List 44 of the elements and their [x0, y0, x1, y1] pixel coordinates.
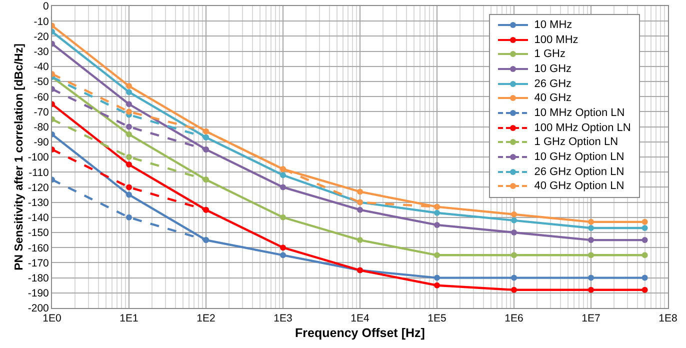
x-tick-label: 1E3	[274, 312, 292, 325]
y-tick-label: -150	[28, 227, 50, 240]
legend-label: 1 GHz	[534, 48, 566, 60]
y-tick-label: -110	[28, 166, 50, 179]
legend-label: 10 GHz	[534, 62, 572, 75]
legend-label: 10 MHz Option LN	[534, 107, 625, 120]
legend-label: 40 GHz Option LN	[534, 180, 624, 192]
y-tick-label: -60	[34, 91, 50, 104]
y-tick-label: -90	[34, 136, 50, 149]
y-tick-label: -70	[34, 106, 50, 118]
y-tick-label: 0	[43, 0, 50, 13]
x-tick-label: 1E5	[428, 312, 446, 325]
y-tick-label: -120	[28, 182, 50, 194]
y-tick-label: -80	[34, 121, 50, 134]
x-tick-label: 1E0	[42, 312, 62, 325]
y-tick-label: -180	[28, 272, 50, 284]
y-tick-label: -200	[28, 302, 50, 315]
x-tick-label: 1E7	[582, 312, 600, 325]
y-tick-label: -20	[34, 30, 50, 43]
y-tick-label: -190	[28, 288, 50, 300]
legend-label: 40 GHz	[534, 92, 572, 104]
x-tick-label: 1E8	[658, 312, 678, 325]
legend-label: 100 MHz Option LN	[534, 122, 631, 134]
legend-label: 100 MHz	[534, 34, 578, 46]
legend-label: 10 MHz	[534, 18, 572, 31]
x-tick-label: 1E2	[196, 312, 216, 325]
y-tick-label: -160	[28, 242, 50, 254]
y-tick-label: -130	[28, 196, 50, 209]
y-tick-label: -40	[34, 61, 50, 74]
x-tick-label: 1E6	[504, 312, 524, 325]
y-tick-label: -100	[28, 152, 50, 164]
y-tick-label: -10	[34, 16, 50, 28]
y-tick-label: -140	[28, 212, 50, 224]
x-axis-title: Frequency Offset [Hz]	[295, 326, 425, 340]
legend-label: 26 GHz Option LN	[534, 166, 624, 178]
legend-label: 10 GHz Option LN	[534, 151, 624, 164]
y-tick-label: -170	[28, 257, 50, 270]
y-axis-title: PN Sensitivity after 1 correlation [dBc/Hz]	[13, 43, 26, 270]
legend-label: 1 GHz Option LN	[534, 136, 618, 148]
y-tick-label: -50	[34, 76, 50, 88]
legend-label: 26 GHz	[534, 78, 572, 90]
x-tick-label: 1E1	[120, 312, 138, 325]
x-tick-label: 1E4	[350, 312, 370, 325]
y-tick-label: -30	[34, 46, 50, 58]
